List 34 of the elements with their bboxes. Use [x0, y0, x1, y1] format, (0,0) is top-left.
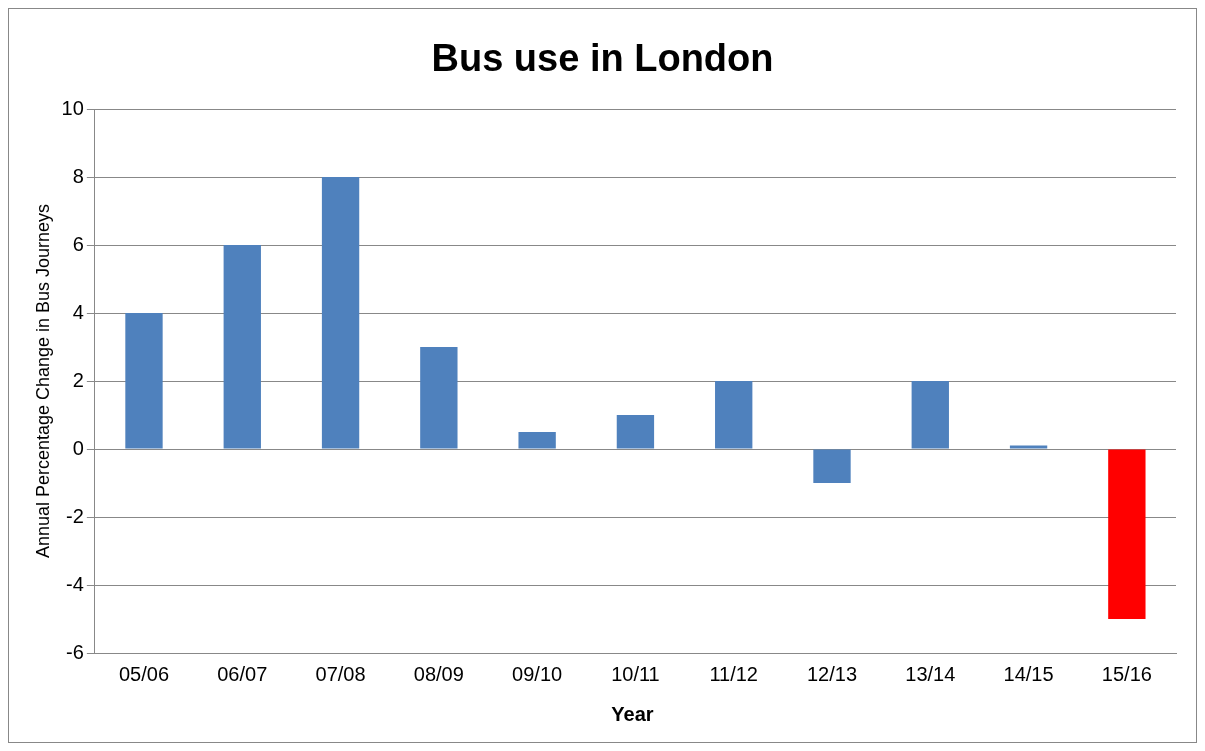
chart-title: Bus use in London: [430, 37, 775, 80]
y-tick-label: 0: [72, 436, 84, 459]
bar: [518, 432, 556, 449]
y-tick-label: 10: [61, 96, 84, 119]
bar: [223, 245, 261, 449]
x-tick-label: 05/06: [118, 662, 170, 685]
x-tick-label: 15/16: [1101, 662, 1152, 685]
y-tick-label: -6: [66, 640, 84, 663]
x-tick-label: 11/12: [709, 662, 758, 685]
y-tick-label: -2: [66, 504, 84, 527]
x-tick-label: 07/08: [315, 662, 366, 685]
bar: [813, 449, 851, 483]
bar: [420, 347, 458, 449]
bar: [616, 415, 655, 449]
x-tick-label: 10/11: [611, 662, 660, 685]
bar: [715, 381, 753, 449]
y-tick-label: -4: [66, 572, 84, 595]
bar: [911, 381, 949, 449]
bar: [1009, 445, 1048, 449]
y-tick-label: 6: [72, 232, 84, 255]
x-tick-label: 08/09: [413, 662, 464, 685]
x-tick-label: 13/14: [905, 662, 956, 685]
x-tick-label: 06/07: [217, 662, 268, 685]
y-tick-label: 8: [72, 164, 84, 187]
x-tick-label: 12/13: [806, 662, 858, 685]
bar: [125, 313, 163, 449]
x-axis-title: Year: [610, 703, 655, 726]
y-tick-label: 4: [72, 300, 84, 323]
bar: [321, 177, 360, 449]
bar: [1108, 449, 1146, 619]
x-tick-label: 09/10: [512, 662, 563, 685]
y-axis-title: Annual Percentage Change in Bus Journeys: [32, 203, 53, 559]
x-tick-label: 14/15: [1003, 662, 1054, 685]
y-tick-label: 2: [72, 368, 84, 391]
